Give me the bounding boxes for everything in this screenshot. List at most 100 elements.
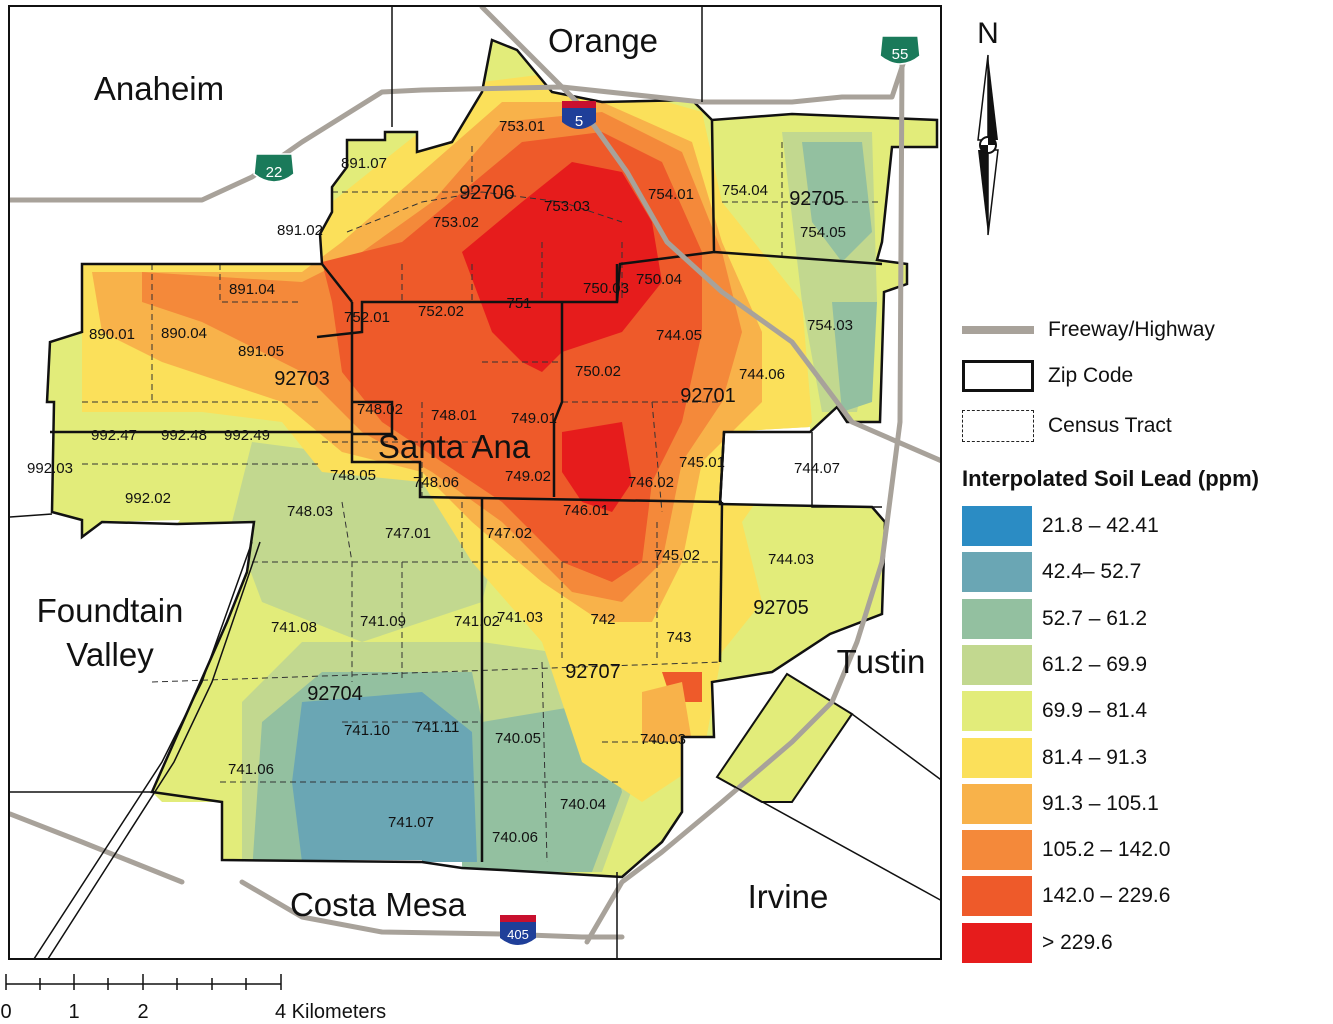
legend-class-label: 61.2 – 69.9 [1042, 652, 1148, 676]
scale-tick-2: 2 [137, 1001, 148, 1023]
shield-sr22-icon: 22 [253, 153, 295, 183]
legend-zip: Zip Code [962, 360, 1133, 392]
map-canvas: 5 405 22 55 Orange Anaheim Santa Ana Fou… [10, 7, 940, 958]
legend-class-label: 91.3 – 105.1 [1042, 791, 1159, 815]
shield-sr55-icon: 55 [879, 35, 921, 65]
tract-label: 992.47 [91, 427, 137, 444]
tract-label: 748.03 [287, 503, 333, 520]
tract-label: 744.03 [768, 551, 814, 568]
tract-label: 744.07 [794, 460, 840, 477]
legend-class-row: 69.9 – 81.4 [962, 691, 1148, 732]
tract-label: 741.03 [497, 609, 543, 626]
legend-swatch [962, 783, 1032, 824]
tract-label: 992.03 [27, 460, 73, 477]
tract-label: 754.04 [722, 182, 768, 199]
freeways [10, 7, 940, 945]
neighbor-boundaries [10, 7, 940, 958]
legend-zip-label: Zip Code [1048, 364, 1134, 387]
legend-class-label: 52.7 – 61.2 [1042, 606, 1148, 630]
legend-swatch [962, 737, 1032, 778]
legend-swatch [962, 922, 1032, 963]
tract-label: 753.01 [499, 118, 545, 135]
legend-class-row: 21.8 – 42.41 [962, 506, 1159, 546]
tract-label: 741.02 [454, 613, 500, 630]
zip-label: 92706 [459, 182, 515, 204]
legend-class-label: 142.0 – 229.6 [1042, 884, 1171, 908]
scale-tick-0: 0 [0, 1001, 11, 1023]
tract-label: 740.05 [495, 730, 541, 747]
svg-text:55: 55 [892, 46, 909, 63]
tract-label: 891.02 [277, 222, 323, 239]
label-anaheim: Anaheim [94, 70, 224, 107]
tract-label: 752.02 [418, 303, 464, 320]
shield-i5-icon: 5 [562, 101, 596, 130]
tract-label: 891.07 [341, 155, 387, 172]
label-foundtain: Foundtain [37, 592, 184, 629]
tract-label: 891.04 [229, 281, 275, 298]
svg-text:N: N [977, 17, 999, 50]
tract-label: 741.07 [388, 814, 434, 831]
scale-tick-4: 4 Kilometers [275, 1001, 386, 1023]
tract-label: 748.01 [431, 407, 477, 424]
tract-label: 754.03 [807, 317, 853, 334]
tract-label: 743 [666, 629, 691, 646]
svg-text:405: 405 [507, 927, 529, 942]
legend-tract-label: Census Tract [1048, 414, 1172, 437]
legend-swatch [962, 506, 1032, 546]
legend-freeway-label: Freeway/Highway [1048, 318, 1215, 341]
tract-label: 992.49 [224, 427, 270, 444]
tract-labels: 753.01 891.07 753.02 753.03 754.01 754.0… [27, 118, 853, 846]
legend-swatch [962, 876, 1032, 917]
legend-class-label: 81.4 – 91.3 [1042, 745, 1148, 769]
zip-label: 92705 [789, 188, 845, 210]
tract-label: 890.01 [89, 326, 135, 343]
legend-class-row: > 229.6 [962, 922, 1113, 963]
tract-label: 751 [506, 295, 531, 312]
label-santa-ana: Santa Ana [378, 428, 531, 465]
tract-label: 744.06 [739, 366, 785, 383]
legend-swatch [962, 644, 1032, 685]
legend-class-row: 61.2 – 69.9 [962, 644, 1148, 685]
legend-class-row: 105.2 – 142.0 [962, 830, 1171, 871]
legend-class-label: 69.9 – 81.4 [1042, 699, 1148, 723]
legend-class-label: 105.2 – 142.0 [1042, 838, 1171, 862]
tract-label: 749.02 [505, 468, 551, 485]
map-frame: 5 405 22 55 Orange Anaheim Santa Ana Fou… [8, 5, 942, 960]
legend-class-label: 21.8 – 42.41 [1042, 514, 1159, 537]
tract-label: 741.08 [271, 619, 317, 636]
legend-class-row: 52.7 – 61.2 [962, 598, 1148, 639]
tract-label: 750.04 [636, 271, 682, 288]
tract-label: 746.01 [563, 502, 609, 519]
zip-code-boundaries [45, 38, 939, 879]
tract-label: 741.06 [228, 761, 274, 778]
census-tract-symbol-icon [962, 410, 1034, 442]
legend-class-row: 142.0 – 229.6 [962, 876, 1171, 917]
tract-label: 748.05 [330, 467, 376, 484]
label-tustin: Tustin [837, 643, 926, 680]
legend-freeway: Freeway/Highway [962, 318, 1215, 342]
tract-label: 740.04 [560, 796, 606, 813]
tract-label: 753.02 [433, 214, 479, 231]
tract-label: 740.06 [492, 829, 538, 846]
north-arrow-icon: N [977, 17, 999, 236]
census-tract-lines [82, 142, 882, 863]
tract-label: 992.48 [161, 427, 207, 444]
tract-label: 753.03 [544, 198, 590, 215]
legend-title: Interpolated Soil Lead (ppm) [962, 466, 1260, 491]
legend-class-row: 91.3 – 105.1 [962, 783, 1159, 824]
legend-class-label: > 229.6 [1042, 930, 1113, 954]
scale-tick-1: 1 [68, 1001, 79, 1023]
tract-label: 750.03 [583, 280, 629, 297]
scale-bar: 0 1 2 4 Kilometers [0, 974, 386, 1023]
zip-label: 92701 [680, 385, 736, 407]
tract-label: 741.10 [344, 722, 390, 739]
tract-label: 745.02 [654, 547, 700, 564]
legend-class-row: 42.4– 52.7 [962, 552, 1141, 593]
legend-swatch [962, 830, 1032, 871]
tract-label: 748.02 [357, 401, 403, 418]
legend-swatch [962, 691, 1032, 732]
legend-swatch [962, 552, 1032, 593]
svg-text:22: 22 [266, 164, 283, 181]
tract-label: 741.09 [360, 613, 406, 630]
legend-swatch [962, 598, 1032, 639]
